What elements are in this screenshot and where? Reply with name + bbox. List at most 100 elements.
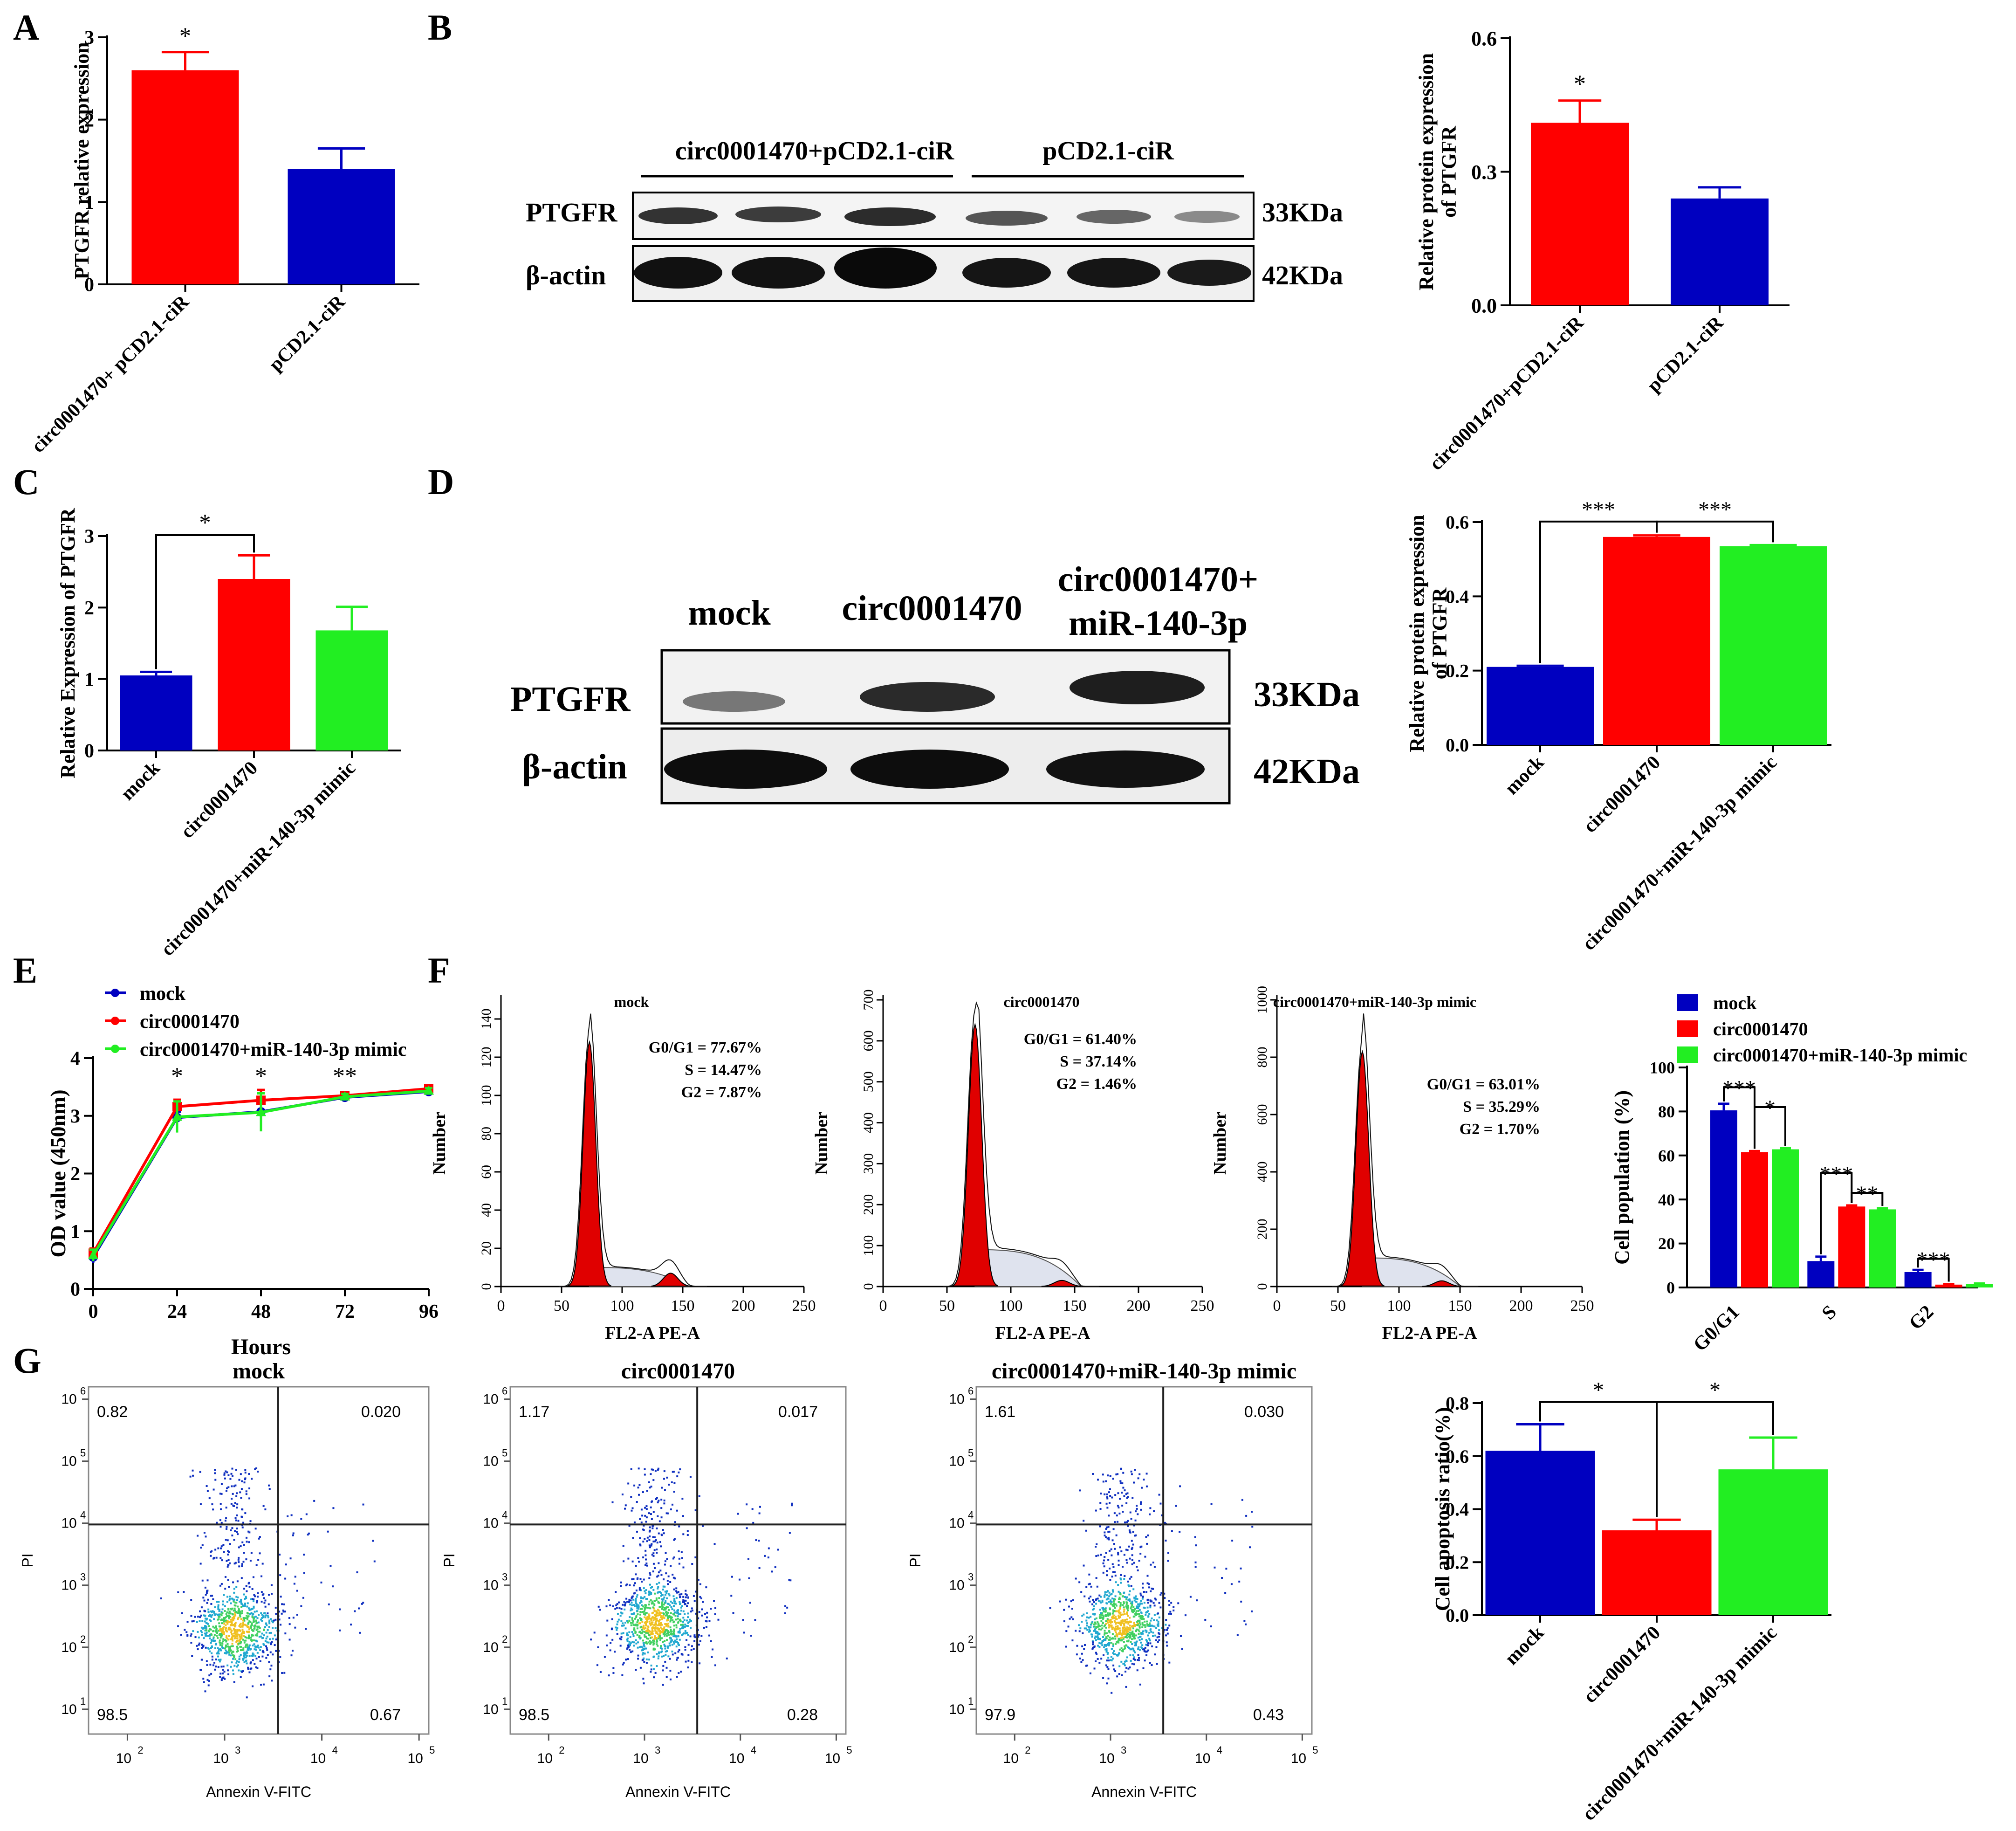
event-dot (632, 1624, 635, 1626)
event-dot (1104, 1493, 1106, 1495)
event-dot (224, 1605, 226, 1607)
event-dot (266, 1624, 268, 1626)
event-dot (786, 1606, 789, 1609)
event-dot (681, 1653, 684, 1656)
event-dot (672, 1595, 675, 1597)
event-dot (296, 1614, 298, 1616)
event-dot (255, 1601, 258, 1604)
event-dot (651, 1518, 653, 1520)
event-dot (1079, 1627, 1082, 1630)
event-dot (632, 1578, 635, 1580)
event-dot (233, 1600, 235, 1603)
event-dot (643, 1578, 645, 1581)
event-dot (210, 1639, 213, 1641)
event-dot (652, 1589, 655, 1591)
event-dot (665, 1630, 667, 1632)
event-dot (251, 1629, 254, 1631)
event-dot (209, 1650, 211, 1652)
event-dot (648, 1615, 651, 1617)
event-dot (1146, 1606, 1149, 1609)
x-tick-exponent: 5 (846, 1744, 852, 1756)
event-dot (665, 1639, 668, 1641)
event-dot (1134, 1651, 1136, 1653)
event-dot (1139, 1641, 1142, 1644)
event-dot (612, 1667, 615, 1669)
event-dot (238, 1669, 240, 1672)
event-dot (1152, 1635, 1154, 1637)
event-dot (243, 1639, 246, 1642)
y-tick-exponent: 3 (80, 1571, 86, 1583)
event-dot (1111, 1648, 1113, 1650)
event-dot (1122, 1663, 1125, 1665)
event-dot (665, 1629, 667, 1631)
x-tick-label: 100 (610, 1297, 634, 1315)
event-dot (647, 1641, 650, 1644)
event-dot (1158, 1633, 1160, 1635)
event-dot (622, 1622, 624, 1624)
event-dot (1111, 1633, 1114, 1635)
event-dot (687, 1634, 689, 1636)
event-dot (218, 1616, 220, 1618)
event-dot (678, 1644, 680, 1646)
y-tick-label: 1 (70, 1221, 80, 1243)
event-dot (226, 1539, 229, 1542)
event-dot (1151, 1587, 1153, 1590)
event-dot (1092, 1625, 1095, 1628)
event-dot (690, 1649, 693, 1651)
event-dot (1106, 1620, 1109, 1622)
event-dot (1129, 1599, 1131, 1601)
event-dot (667, 1632, 669, 1634)
event-dot (208, 1674, 211, 1677)
event-dot (649, 1640, 651, 1642)
event-dot (233, 1609, 236, 1611)
event-dot (225, 1621, 227, 1623)
event-dot (687, 1597, 689, 1599)
x-tick-label: 200 (732, 1297, 755, 1315)
event-dot (1107, 1668, 1110, 1670)
event-dot (1134, 1469, 1136, 1471)
event-dot (687, 1654, 690, 1656)
event-dot (672, 1631, 675, 1634)
event-dot (1090, 1624, 1092, 1626)
event-dot (266, 1649, 268, 1651)
y-axis-label-line: Relative Expression of PTGFR (56, 508, 79, 778)
event-dot (647, 1613, 650, 1616)
event-dot (1111, 1628, 1113, 1630)
event-dot (1063, 1609, 1065, 1611)
event-dot (1115, 1473, 1118, 1476)
event-dot (222, 1631, 224, 1633)
event-dot (246, 1662, 248, 1665)
event-dot (1238, 1580, 1241, 1583)
event-dot (656, 1549, 658, 1551)
event-dot (789, 1532, 791, 1534)
event-dot (247, 1631, 249, 1633)
event-dot (248, 1644, 251, 1646)
event-dot (307, 1534, 309, 1536)
event-dot (633, 1604, 635, 1606)
event-dot (1116, 1641, 1118, 1643)
event-dot (676, 1509, 678, 1512)
event-dot (1119, 1482, 1122, 1484)
event-dot (656, 1552, 658, 1554)
event-dot (233, 1635, 235, 1637)
event-dot (229, 1648, 231, 1651)
event-dot (229, 1650, 231, 1652)
event-dot (645, 1635, 647, 1638)
event-dot (657, 1575, 659, 1577)
event-dot (670, 1565, 672, 1567)
event-dot (682, 1533, 685, 1535)
event-dot (228, 1562, 231, 1564)
quadrant-upper-right: 0.017 (778, 1403, 818, 1421)
event-dot (1118, 1622, 1120, 1624)
event-dot (260, 1684, 262, 1686)
event-dot (231, 1633, 233, 1635)
event-dot (1132, 1633, 1135, 1636)
event-dot (234, 1530, 236, 1532)
event-dot (1112, 1528, 1115, 1530)
event-dot (665, 1512, 668, 1514)
event-dot (1092, 1643, 1094, 1645)
event-dot (682, 1566, 685, 1569)
event-dot (646, 1540, 648, 1542)
event-dot (1118, 1564, 1120, 1566)
event-dot (1133, 1641, 1136, 1644)
